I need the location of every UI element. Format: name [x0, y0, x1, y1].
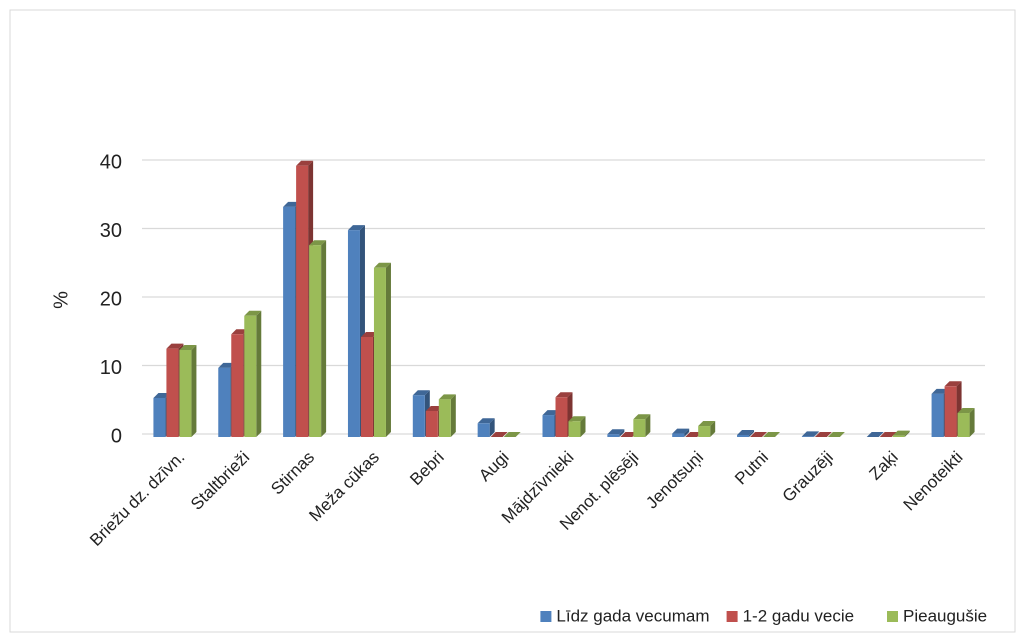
bar-top	[231, 329, 249, 335]
legend-label: 1-2 gadu vecie	[743, 606, 855, 625]
bar-top	[698, 421, 716, 427]
bar-side	[191, 345, 197, 437]
bar-top	[672, 428, 690, 434]
y-tick-label: 40	[100, 151, 122, 173]
bar-top	[763, 432, 781, 437]
bar	[231, 334, 244, 437]
bar	[296, 165, 309, 438]
bar-top	[373, 262, 391, 268]
bar-top	[607, 429, 625, 435]
bar-side	[749, 429, 755, 437]
bar-top	[957, 408, 975, 414]
bar-top	[153, 392, 171, 398]
bar	[218, 367, 231, 437]
bar-top	[827, 432, 845, 437]
bar-top	[425, 405, 443, 411]
bar	[412, 395, 425, 437]
bar	[542, 415, 555, 437]
bar-side	[645, 414, 651, 437]
y-tick-label: 0	[111, 425, 122, 447]
bar	[153, 397, 166, 437]
bar-top	[931, 388, 949, 394]
bar-top	[892, 430, 910, 436]
bar-top	[218, 362, 236, 368]
bar-top	[568, 416, 586, 422]
bar-top	[814, 432, 832, 437]
bar	[166, 348, 179, 437]
bar-top	[503, 432, 521, 437]
bar-top	[309, 240, 327, 246]
bar-top	[685, 432, 703, 437]
bar	[373, 267, 386, 437]
bar	[360, 336, 373, 437]
bar-top	[879, 432, 897, 437]
bar-top	[620, 432, 638, 437]
bar-top	[750, 432, 768, 437]
bar-top	[296, 160, 314, 166]
bar	[438, 399, 451, 437]
bar-top	[283, 201, 301, 207]
bar	[892, 435, 905, 437]
bar	[698, 426, 711, 437]
chart-frame	[9, 9, 1016, 633]
bar-side	[813, 431, 819, 437]
bar-top	[633, 414, 651, 420]
bar-side	[969, 408, 975, 437]
bar	[283, 206, 296, 437]
y-tick-label: 30	[100, 220, 122, 242]
bar-top	[542, 410, 560, 416]
bar	[957, 413, 970, 437]
legend-swatch	[887, 611, 898, 622]
bar-top	[244, 310, 262, 316]
bar	[633, 419, 646, 437]
bar-top	[490, 432, 508, 437]
y-tick-label: 10	[100, 357, 122, 379]
bar	[477, 423, 490, 437]
bar-side	[684, 428, 690, 437]
bar-top	[412, 390, 430, 396]
bar	[737, 434, 750, 437]
bar-side	[904, 430, 910, 437]
bar-top	[438, 394, 456, 400]
bar	[309, 245, 322, 437]
bar-side	[619, 429, 625, 437]
bar	[931, 393, 944, 437]
bar	[607, 434, 620, 437]
bar-top	[866, 432, 884, 437]
legend-swatch	[726, 611, 738, 622]
bar-side	[710, 421, 716, 437]
bar	[425, 410, 438, 437]
bar	[672, 433, 685, 437]
bar	[347, 230, 360, 437]
legend-label: Līdz gada vecumam	[556, 606, 709, 625]
bar-side	[580, 416, 586, 437]
bar	[555, 397, 568, 437]
bar-top	[801, 431, 819, 437]
bar-side	[450, 394, 456, 437]
bar	[568, 421, 581, 437]
bar-top	[555, 392, 573, 398]
bar-side	[321, 240, 327, 437]
bar-top	[944, 381, 962, 387]
legend-label: Pieaugušie	[903, 606, 987, 625]
bar-side	[256, 310, 262, 437]
bar-top	[166, 343, 184, 349]
bar-top	[477, 418, 495, 424]
bar-top	[360, 331, 378, 337]
bar-side	[489, 418, 495, 437]
bar-side	[385, 262, 391, 437]
bar-top	[347, 225, 365, 231]
y-axis-title: %	[50, 291, 72, 309]
y-tick-label: 20	[100, 288, 122, 310]
bar	[944, 386, 957, 437]
legend-swatch	[540, 611, 552, 622]
bar	[244, 315, 257, 437]
bar	[179, 350, 192, 437]
bar-top	[179, 345, 197, 351]
bar	[801, 436, 814, 437]
bar-top	[737, 429, 755, 435]
